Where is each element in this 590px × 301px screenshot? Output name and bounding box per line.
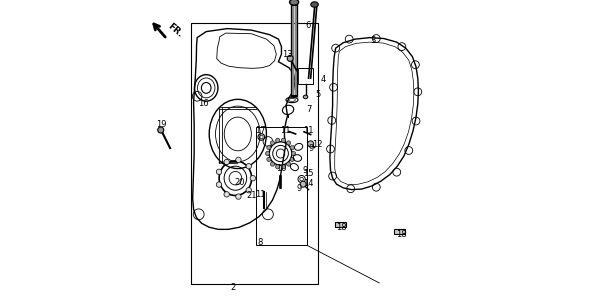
Text: 11: 11 xyxy=(280,126,291,135)
Circle shape xyxy=(290,145,294,150)
Circle shape xyxy=(236,194,241,199)
Text: 11: 11 xyxy=(255,190,266,199)
Circle shape xyxy=(287,162,291,166)
Circle shape xyxy=(246,163,251,169)
Circle shape xyxy=(290,157,294,162)
Circle shape xyxy=(224,192,230,197)
Text: 6: 6 xyxy=(306,21,312,30)
Circle shape xyxy=(217,182,222,187)
Circle shape xyxy=(236,157,241,163)
Text: 9: 9 xyxy=(303,166,308,175)
Circle shape xyxy=(307,141,314,147)
Circle shape xyxy=(287,55,293,61)
Text: 17: 17 xyxy=(255,126,266,135)
Text: 9: 9 xyxy=(297,184,302,193)
Text: 9: 9 xyxy=(309,144,314,154)
Text: 15: 15 xyxy=(303,169,313,178)
Polygon shape xyxy=(335,222,346,227)
Ellipse shape xyxy=(303,95,308,99)
Text: 2: 2 xyxy=(231,283,236,292)
Circle shape xyxy=(224,159,230,165)
Text: 21: 21 xyxy=(246,191,257,200)
Circle shape xyxy=(267,145,271,150)
Circle shape xyxy=(250,175,255,181)
Circle shape xyxy=(266,151,270,156)
Circle shape xyxy=(276,138,280,142)
Circle shape xyxy=(217,169,222,175)
Circle shape xyxy=(246,188,251,193)
Text: FR.: FR. xyxy=(166,22,185,40)
Text: 4: 4 xyxy=(321,75,326,84)
Text: 11: 11 xyxy=(303,126,313,135)
Circle shape xyxy=(281,165,286,169)
Circle shape xyxy=(281,138,286,142)
Circle shape xyxy=(270,141,274,145)
Text: 7: 7 xyxy=(306,105,312,114)
Text: 19: 19 xyxy=(156,120,166,129)
Polygon shape xyxy=(394,229,405,234)
Text: 5: 5 xyxy=(315,90,320,99)
Text: 16: 16 xyxy=(198,99,208,108)
Circle shape xyxy=(158,127,164,133)
Text: 18: 18 xyxy=(396,230,407,239)
Text: 12: 12 xyxy=(312,140,322,149)
Text: 8: 8 xyxy=(258,238,263,247)
Circle shape xyxy=(300,181,306,187)
Text: 3: 3 xyxy=(371,36,376,45)
Circle shape xyxy=(270,162,274,166)
Text: 20: 20 xyxy=(234,178,245,187)
Ellipse shape xyxy=(311,2,319,7)
Text: 13: 13 xyxy=(282,50,293,59)
Text: 14: 14 xyxy=(303,179,313,188)
Circle shape xyxy=(267,157,271,162)
Circle shape xyxy=(291,151,296,156)
Circle shape xyxy=(287,141,291,145)
Ellipse shape xyxy=(290,0,299,5)
Text: 10: 10 xyxy=(276,164,287,173)
Text: 18: 18 xyxy=(336,223,347,232)
Circle shape xyxy=(276,165,280,169)
